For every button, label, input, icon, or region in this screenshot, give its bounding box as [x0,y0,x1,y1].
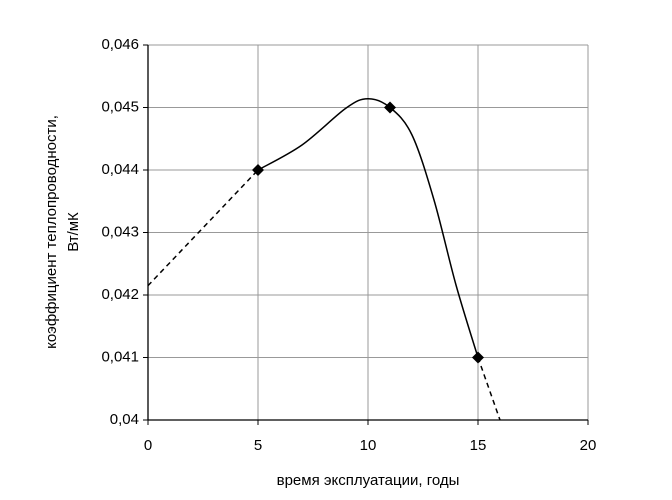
y-tick-label: 0,042 [101,286,139,303]
x-tick-label: 20 [580,437,597,454]
marker [252,164,264,176]
line-series [147,169,259,287]
marker [384,101,396,114]
y-tick-label: 0,044 [101,161,139,178]
y-tick-label: 0,043 [101,223,139,240]
x-tick-label: 5 [254,437,262,454]
x-tick-label: 0 [144,437,152,454]
y-axis-title: коэффициент теплопроводности, [43,115,60,349]
y-tick-label: 0,046 [101,36,139,53]
y-tick-label: 0,045 [101,98,139,115]
x-tick-label: 10 [360,437,377,454]
y-axis-title: Вт/мК [65,212,82,252]
line-series [477,357,501,421]
x-tick-label: 15 [470,437,487,454]
x-axis-title: время эксплуатации, годы [277,472,460,489]
y-tick-label: 0,04 [110,411,139,428]
marker [472,351,484,364]
y-tick-label: 0,041 [101,348,139,365]
